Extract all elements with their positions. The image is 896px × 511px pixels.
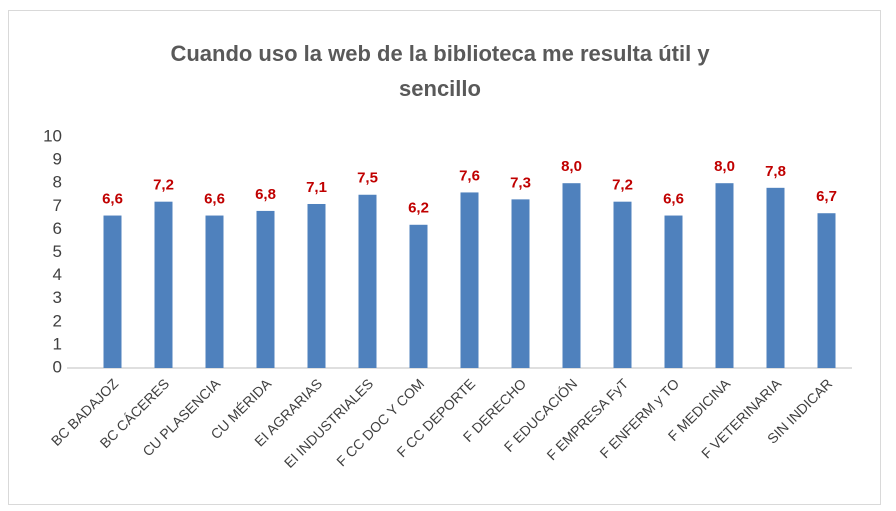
value-label: 7,6: [459, 167, 480, 184]
value-label: 7,1: [306, 179, 327, 196]
value-label: 7,2: [153, 177, 174, 194]
chart-border: [8, 10, 881, 505]
value-label: 6,6: [102, 191, 123, 208]
bar: [817, 213, 836, 368]
y-tick-label: 5: [53, 242, 62, 261]
bar: [766, 187, 785, 368]
y-tick-label: 2: [53, 311, 62, 330]
bar: [256, 210, 275, 368]
bar: [409, 224, 428, 368]
y-tick-label: 8: [53, 173, 62, 192]
bar: [613, 201, 632, 368]
value-label: 6,7: [816, 188, 837, 205]
value-label: 8,0: [714, 158, 735, 175]
y-tick-label: 0: [53, 357, 62, 376]
value-label: 6,6: [663, 191, 684, 208]
value-label: 7,2: [612, 177, 633, 194]
bar: [154, 201, 173, 368]
bar: [562, 183, 581, 368]
chart-title: Cuando uso la web de la biblioteca me re…: [170, 41, 710, 101]
y-tick-label: 3: [53, 288, 62, 307]
value-label: 6,8: [255, 186, 276, 203]
value-label: 6,6: [204, 191, 225, 208]
value-label: 7,8: [765, 163, 786, 180]
y-tick-label: 9: [53, 150, 62, 169]
value-label: 7,3: [510, 174, 531, 191]
value-label: 8,0: [561, 158, 582, 175]
value-label: 6,2: [408, 200, 429, 217]
y-tick-label: 4: [53, 265, 62, 284]
y-tick-label: 7: [53, 196, 62, 215]
bar: [664, 215, 683, 368]
y-tick-label: 1: [53, 334, 62, 353]
bar: [358, 194, 377, 368]
bar: [511, 199, 530, 368]
bar: [460, 192, 479, 368]
bar: [103, 215, 122, 368]
bar: [307, 203, 326, 368]
value-label: 7,5: [357, 170, 378, 187]
y-tick-label: 10: [43, 126, 62, 145]
bar: [205, 215, 224, 368]
bar: [715, 183, 734, 368]
y-tick-label: 6: [53, 219, 62, 238]
